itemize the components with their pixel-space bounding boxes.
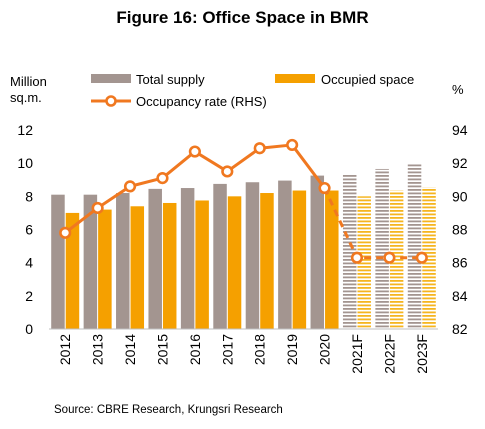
bar-total-supply-2017 — [213, 183, 227, 329]
occupancy-marker-2015 — [156, 171, 169, 185]
bar-total-supply-2023F — [407, 163, 422, 329]
bar-occupied-space-2017 — [227, 196, 242, 329]
right-tick-label: 82 — [452, 321, 468, 337]
chart-title: Figure 16: Office Space in BMR — [116, 8, 369, 27]
bar-total-supply-2012 — [51, 194, 65, 329]
x-tick-label-2014: 2014 — [122, 334, 138, 365]
left-tick-label: 10 — [17, 155, 33, 171]
bar-occupied-space-2013 — [98, 209, 112, 329]
x-tick-label-2019: 2019 — [284, 334, 300, 365]
bar-total-supply-2015 — [148, 188, 162, 329]
occupancy-line-forecast — [323, 187, 422, 260]
right-tick-label: 88 — [452, 222, 468, 238]
x-tick-label-2015: 2015 — [154, 334, 170, 365]
x-tick-label-2022F: 2022F — [381, 334, 397, 374]
right-tick-label: 84 — [452, 288, 468, 304]
bar-occupied-space-2016 — [195, 200, 209, 329]
occupancy-marker-2013 — [91, 201, 104, 215]
occupancy-marker-2014 — [123, 180, 137, 193]
bar-total-supply-2020 — [310, 175, 325, 329]
bar-total-supply-2018 — [245, 182, 260, 329]
occupancy-marker-2023F — [415, 251, 428, 264]
right-tick-label: 86 — [452, 255, 468, 271]
x-tick-label-2013: 2013 — [90, 334, 106, 365]
x-tick-label-2023F: 2023F — [414, 334, 430, 374]
bar-occupied-space-2015 — [162, 202, 177, 329]
occupancy-marker-2017 — [221, 165, 234, 178]
legend-label-occupancy-rate: Occupancy rate (RHS) — [136, 94, 267, 109]
left-tick-label: 0 — [25, 321, 33, 337]
bar-occupied-space-2021F — [357, 196, 371, 329]
right-axis-title: % — [452, 82, 464, 97]
bar-total-supply-2014 — [116, 193, 130, 329]
bar-total-supply-2016 — [180, 188, 195, 329]
bar-total-supply-2013 — [83, 194, 98, 329]
right-tick-label: 94 — [452, 122, 468, 138]
x-tick-label-2020: 2020 — [317, 334, 333, 365]
x-tick-label-2021F: 2021F — [349, 334, 365, 374]
x-tick-label-2012: 2012 — [57, 334, 73, 365]
bar-occupied-space-2023F — [422, 187, 436, 329]
right-tick-label: 92 — [452, 155, 468, 171]
left-axis-title-line1: Million — [10, 74, 47, 89]
occupancy-line-layer — [59, 138, 428, 264]
occupancy-marker-2022F — [383, 251, 396, 264]
x-tick-label-2016: 2016 — [187, 334, 203, 365]
bar-occupied-space-2018 — [260, 193, 274, 329]
left-tick-label: 6 — [25, 222, 33, 238]
bar-occupied-space-2022F — [389, 190, 404, 329]
legend-label-total-supply: Total supply — [136, 72, 205, 87]
occupancy-marker-2016 — [188, 145, 201, 158]
legend-swatch-occupancy-marker — [105, 95, 117, 107]
x-tick-label-2018: 2018 — [252, 334, 268, 365]
ticks-layer: 0 2 4 6 8 10 12 82 84 86 88 90 92 94 2012 2013 2014 2015 2… — [17, 122, 467, 374]
legend-swatch-total-supply — [91, 74, 131, 83]
x-tick-label-2017: 2017 — [219, 334, 235, 365]
legend-swatch-occupied-space — [275, 74, 315, 83]
occupancy-marker-2019 — [286, 138, 299, 152]
bar-total-supply-2021F — [342, 174, 357, 329]
bar-occupied-space-2014 — [130, 206, 145, 329]
left-axis-title-line2: sq.m. — [10, 90, 42, 105]
bars-layer — [51, 163, 436, 329]
source-note: Source: CBRE Research, Krungsri Research — [54, 404, 283, 416]
bar-occupied-space-2012 — [65, 212, 80, 329]
bar-occupied-space-2020 — [325, 190, 339, 329]
bar-total-supply-2022F — [375, 168, 389, 329]
bar-occupied-space-2019 — [292, 190, 307, 329]
legend-label-occupied-space: Occupied space — [321, 72, 414, 87]
occupancy-marker-2020 — [318, 181, 331, 195]
right-tick-label: 90 — [452, 188, 468, 204]
occupancy-marker-2012 — [59, 226, 72, 239]
occupancy-marker-2021F — [350, 251, 364, 264]
left-tick-label: 2 — [25, 288, 33, 304]
left-tick-label: 12 — [17, 122, 33, 138]
legend: Total supply Occupied space Occupancy ra… — [91, 72, 414, 109]
left-tick-label: 4 — [25, 255, 33, 271]
occupancy-marker-2018 — [253, 142, 266, 155]
bar-total-supply-2019 — [278, 180, 292, 329]
left-tick-label: 8 — [25, 188, 33, 204]
